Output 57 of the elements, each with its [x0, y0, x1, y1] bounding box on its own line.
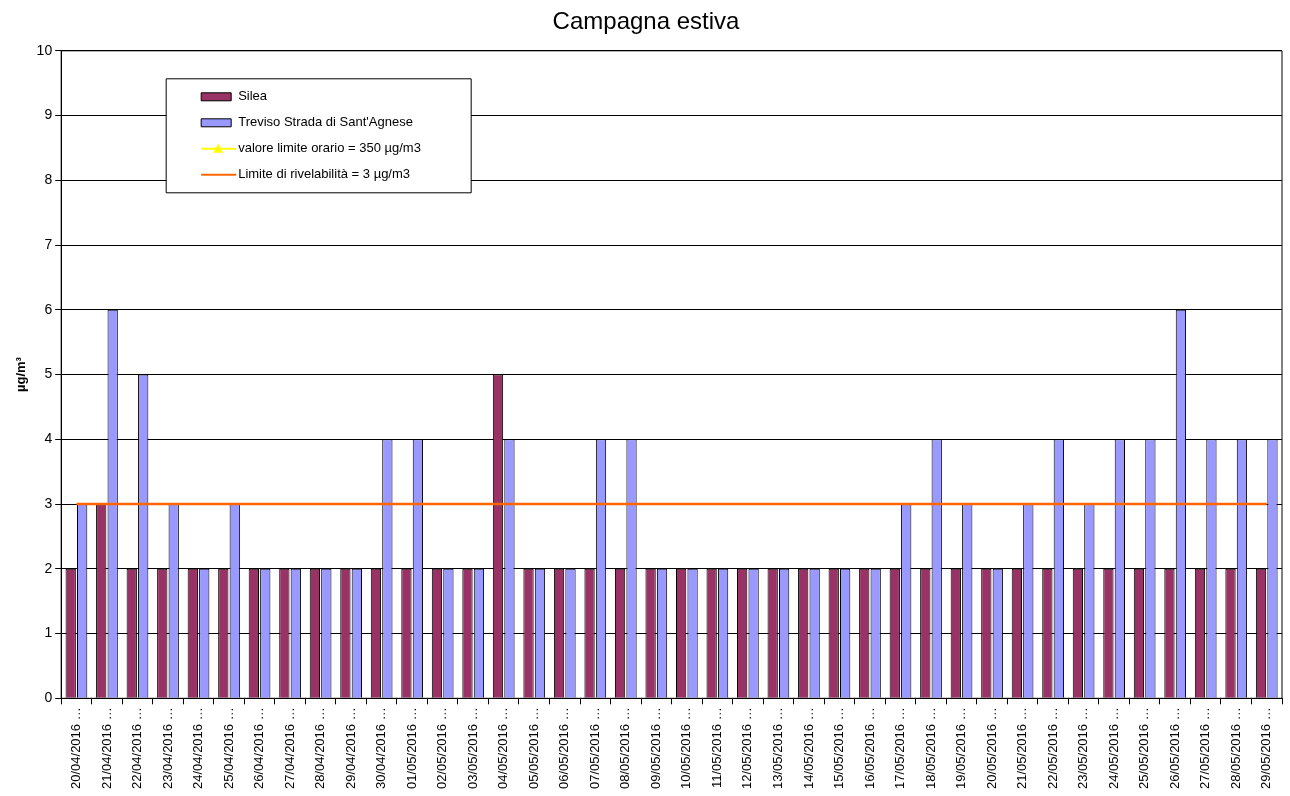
x-tick-label: 20/04/2016 …	[68, 707, 84, 790]
y-tick-label: 3	[44, 494, 53, 511]
x-tick-label: 29/05/2016 …	[1258, 707, 1274, 790]
x-tick-label: 27/05/2016 …	[1197, 707, 1213, 790]
x-tick-label: 06/05/2016 …	[556, 707, 572, 790]
x-tick-label: 12/05/2016 …	[739, 707, 755, 790]
x-tick-label: 28/05/2016 …	[1227, 707, 1243, 790]
x-tick-label: 15/05/2016 …	[831, 707, 847, 790]
x-tick-label: 14/05/2016 …	[800, 707, 816, 790]
legend-label: valore limite orario = 350 µg/m3	[238, 140, 421, 156]
y-tick-label: 4	[44, 430, 53, 447]
x-tick-label: 04/05/2016 …	[495, 707, 511, 790]
y-tick-label: 7	[44, 235, 53, 252]
x-tick-label: 17/05/2016 …	[892, 707, 908, 790]
y-tick-label: 2	[44, 559, 53, 576]
x-tick-label: 02/05/2016 …	[434, 707, 450, 790]
x-tick-label: 29/04/2016 …	[342, 707, 358, 790]
y-tick-label: 9	[44, 106, 53, 123]
x-tick-label: 23/04/2016 …	[159, 707, 175, 790]
chart-title: Campagna estiva	[552, 7, 741, 35]
x-tick-label: 24/04/2016 …	[190, 707, 206, 790]
x-tick-label: 26/04/2016 …	[251, 707, 267, 790]
legend-label: Treviso Strada di Sant'Agnese	[238, 114, 413, 130]
x-tick-label: 10/05/2016 …	[678, 707, 694, 790]
legend-label: Limite di rivelabilità = 3 µg/m3	[238, 166, 411, 182]
x-tick-label: 25/04/2016 …	[220, 707, 236, 790]
x-tick-label: 16/05/2016 …	[861, 707, 877, 790]
x-tick-label: 03/05/2016 …	[464, 707, 480, 790]
y-tick-label: 8	[44, 171, 53, 188]
y-tick-label: 1	[44, 624, 53, 641]
x-tick-label: 05/05/2016 …	[525, 707, 541, 790]
y-tick-label: 5	[44, 365, 53, 382]
x-tick-label: 28/04/2016 …	[312, 707, 328, 790]
x-tick-label: 01/05/2016 …	[403, 707, 419, 790]
x-tick-label: 24/05/2016 …	[1105, 707, 1121, 790]
x-tick-label: 22/04/2016 …	[129, 707, 145, 790]
x-tick-label: 30/04/2016 …	[373, 707, 389, 790]
x-tick-label: 22/05/2016 …	[1044, 707, 1060, 790]
x-tick-label: 21/05/2016 …	[1014, 707, 1030, 790]
y-tick-label: 0	[44, 689, 53, 706]
y-tick-label: 10	[36, 41, 53, 58]
y-axis-title: µg/m³	[13, 356, 29, 393]
x-tick-label: 08/05/2016 …	[617, 707, 633, 790]
x-tick-label: 21/04/2016 …	[98, 707, 114, 790]
x-tick-label: 18/05/2016 …	[922, 707, 938, 790]
x-tick-label: 20/05/2016 …	[983, 707, 999, 790]
x-tick-label: 27/04/2016 …	[281, 707, 297, 790]
x-tick-label: 07/05/2016 …	[586, 707, 602, 790]
legend-label: Silea	[238, 88, 268, 104]
x-tick-label: 26/05/2016 …	[1166, 707, 1182, 790]
x-tick-label: 13/05/2016 …	[769, 707, 785, 790]
x-tick-label: 09/05/2016 …	[647, 707, 663, 790]
x-tick-label: 25/05/2016 …	[1136, 707, 1152, 790]
x-tick-label: 11/05/2016 …	[708, 707, 724, 789]
x-tick-label: 23/05/2016 …	[1075, 707, 1091, 790]
x-tick-label: 19/05/2016 …	[953, 707, 969, 790]
y-tick-label: 6	[44, 300, 53, 317]
